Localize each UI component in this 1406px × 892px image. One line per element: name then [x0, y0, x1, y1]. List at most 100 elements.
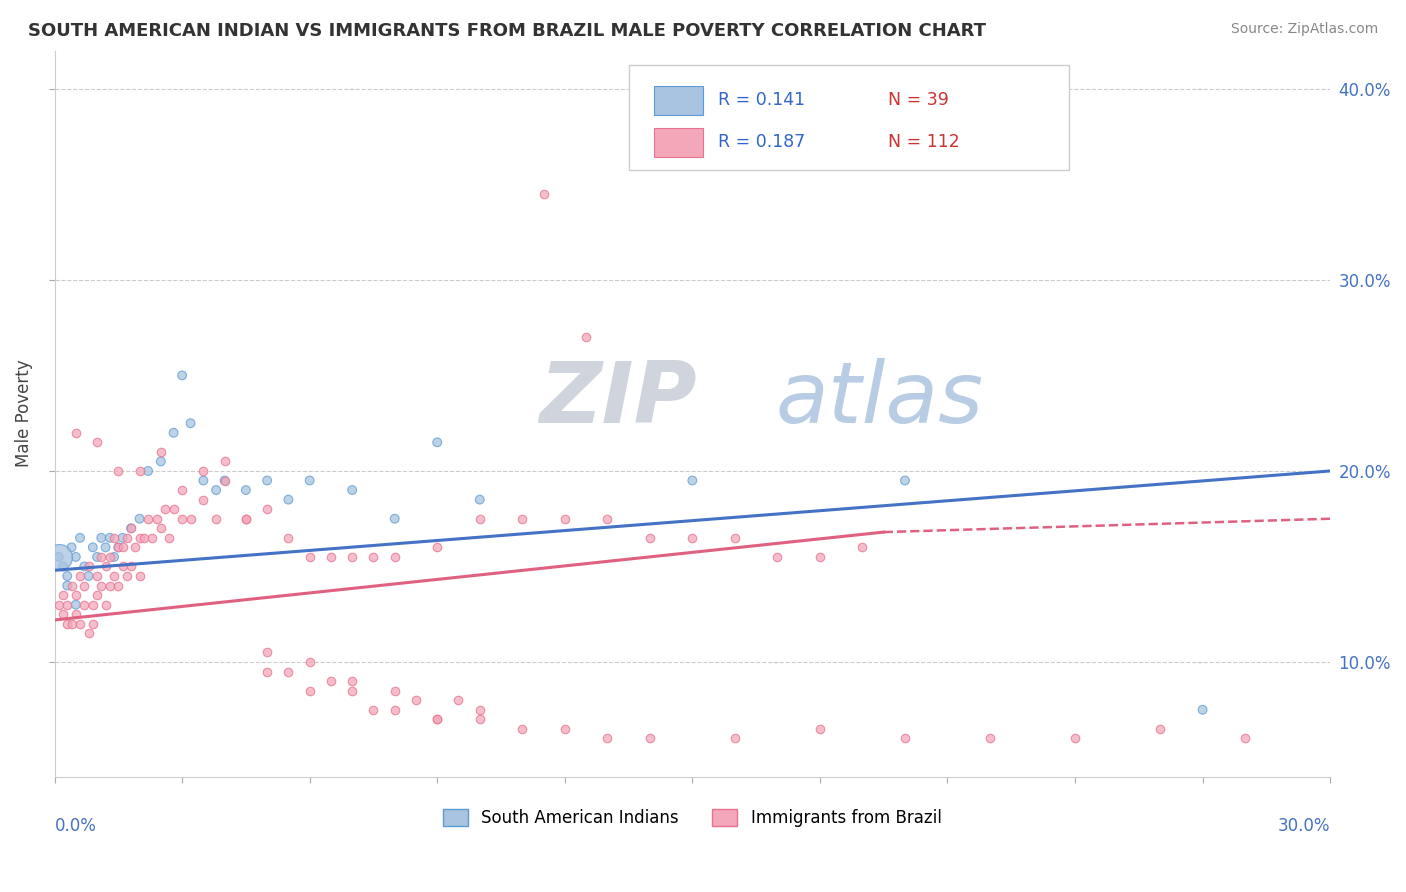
- Point: [235, 512, 257, 526]
- Point: [1234, 731, 1257, 746]
- Point: [298, 474, 321, 488]
- Point: [363, 549, 385, 564]
- Point: [65, 549, 87, 564]
- Text: 0.0%: 0.0%: [55, 816, 97, 835]
- Point: [277, 531, 299, 545]
- Point: [363, 703, 385, 717]
- Point: [94, 559, 117, 574]
- Point: [128, 531, 150, 545]
- Point: [52, 559, 75, 574]
- Point: [1064, 731, 1087, 746]
- Point: [277, 492, 299, 507]
- Point: [107, 541, 129, 555]
- Point: [98, 549, 121, 564]
- Point: [214, 474, 236, 488]
- Point: [172, 512, 194, 526]
- Point: [120, 559, 142, 574]
- Text: SOUTH AMERICAN INDIAN VS IMMIGRANTS FROM BRAZIL MALE POVERTY CORRELATION CHART: SOUTH AMERICAN INDIAN VS IMMIGRANTS FROM…: [28, 22, 986, 40]
- Point: [111, 541, 134, 555]
- Point: [193, 492, 215, 507]
- Point: [149, 445, 172, 459]
- Point: [340, 549, 363, 564]
- Point: [851, 541, 873, 555]
- Point: [115, 531, 138, 545]
- Point: [426, 712, 449, 726]
- Point: [319, 549, 342, 564]
- Point: [48, 598, 70, 612]
- Point: [48, 549, 70, 564]
- Point: [340, 674, 363, 689]
- Point: [384, 549, 406, 564]
- Point: [56, 569, 79, 583]
- Point: [111, 559, 134, 574]
- Point: [103, 549, 125, 564]
- Point: [90, 578, 112, 592]
- Point: [340, 483, 363, 497]
- Point: [128, 512, 150, 526]
- Point: [145, 512, 167, 526]
- FancyBboxPatch shape: [628, 65, 1069, 170]
- Point: [766, 549, 789, 564]
- Text: N = 39: N = 39: [887, 91, 949, 109]
- Text: ZIP: ZIP: [540, 358, 697, 441]
- Point: [162, 425, 184, 440]
- Point: [60, 541, 83, 555]
- Point: [298, 655, 321, 669]
- Point: [149, 521, 172, 535]
- Point: [681, 474, 703, 488]
- FancyBboxPatch shape: [654, 86, 703, 114]
- Point: [86, 549, 108, 564]
- Point: [69, 616, 91, 631]
- Point: [56, 616, 79, 631]
- Point: [86, 588, 108, 602]
- Point: [56, 598, 79, 612]
- Point: [65, 598, 87, 612]
- Point: [82, 598, 104, 612]
- Point: [214, 474, 236, 488]
- Point: [65, 425, 87, 440]
- Point: [73, 598, 96, 612]
- Point: [510, 512, 533, 526]
- Point: [128, 569, 150, 583]
- Point: [69, 531, 91, 545]
- Point: [56, 578, 79, 592]
- Point: [132, 531, 155, 545]
- Point: [157, 531, 180, 545]
- Point: [468, 512, 491, 526]
- Point: [340, 683, 363, 698]
- Point: [193, 464, 215, 478]
- Point: [298, 549, 321, 564]
- Point: [724, 731, 747, 746]
- Point: [162, 502, 184, 516]
- Point: [426, 435, 449, 450]
- Point: [894, 731, 917, 746]
- Point: [808, 549, 831, 564]
- Point: [172, 368, 194, 383]
- Text: R = 0.141: R = 0.141: [718, 91, 806, 109]
- Point: [638, 731, 661, 746]
- Point: [468, 492, 491, 507]
- Point: [384, 683, 406, 698]
- Point: [52, 588, 75, 602]
- Point: [77, 559, 100, 574]
- Point: [69, 569, 91, 583]
- Point: [554, 722, 576, 736]
- Point: [141, 531, 163, 545]
- Point: [277, 665, 299, 679]
- Text: N = 112: N = 112: [887, 133, 959, 151]
- Point: [136, 464, 159, 478]
- Point: [533, 186, 555, 201]
- Point: [120, 521, 142, 535]
- Point: [256, 665, 278, 679]
- Text: Source: ZipAtlas.com: Source: ZipAtlas.com: [1230, 22, 1378, 37]
- Point: [90, 549, 112, 564]
- Point: [596, 512, 619, 526]
- Point: [65, 588, 87, 602]
- Point: [98, 531, 121, 545]
- Point: [115, 569, 138, 583]
- Point: [298, 683, 321, 698]
- Point: [405, 693, 427, 707]
- Point: [575, 330, 598, 344]
- Point: [808, 722, 831, 736]
- Point: [468, 712, 491, 726]
